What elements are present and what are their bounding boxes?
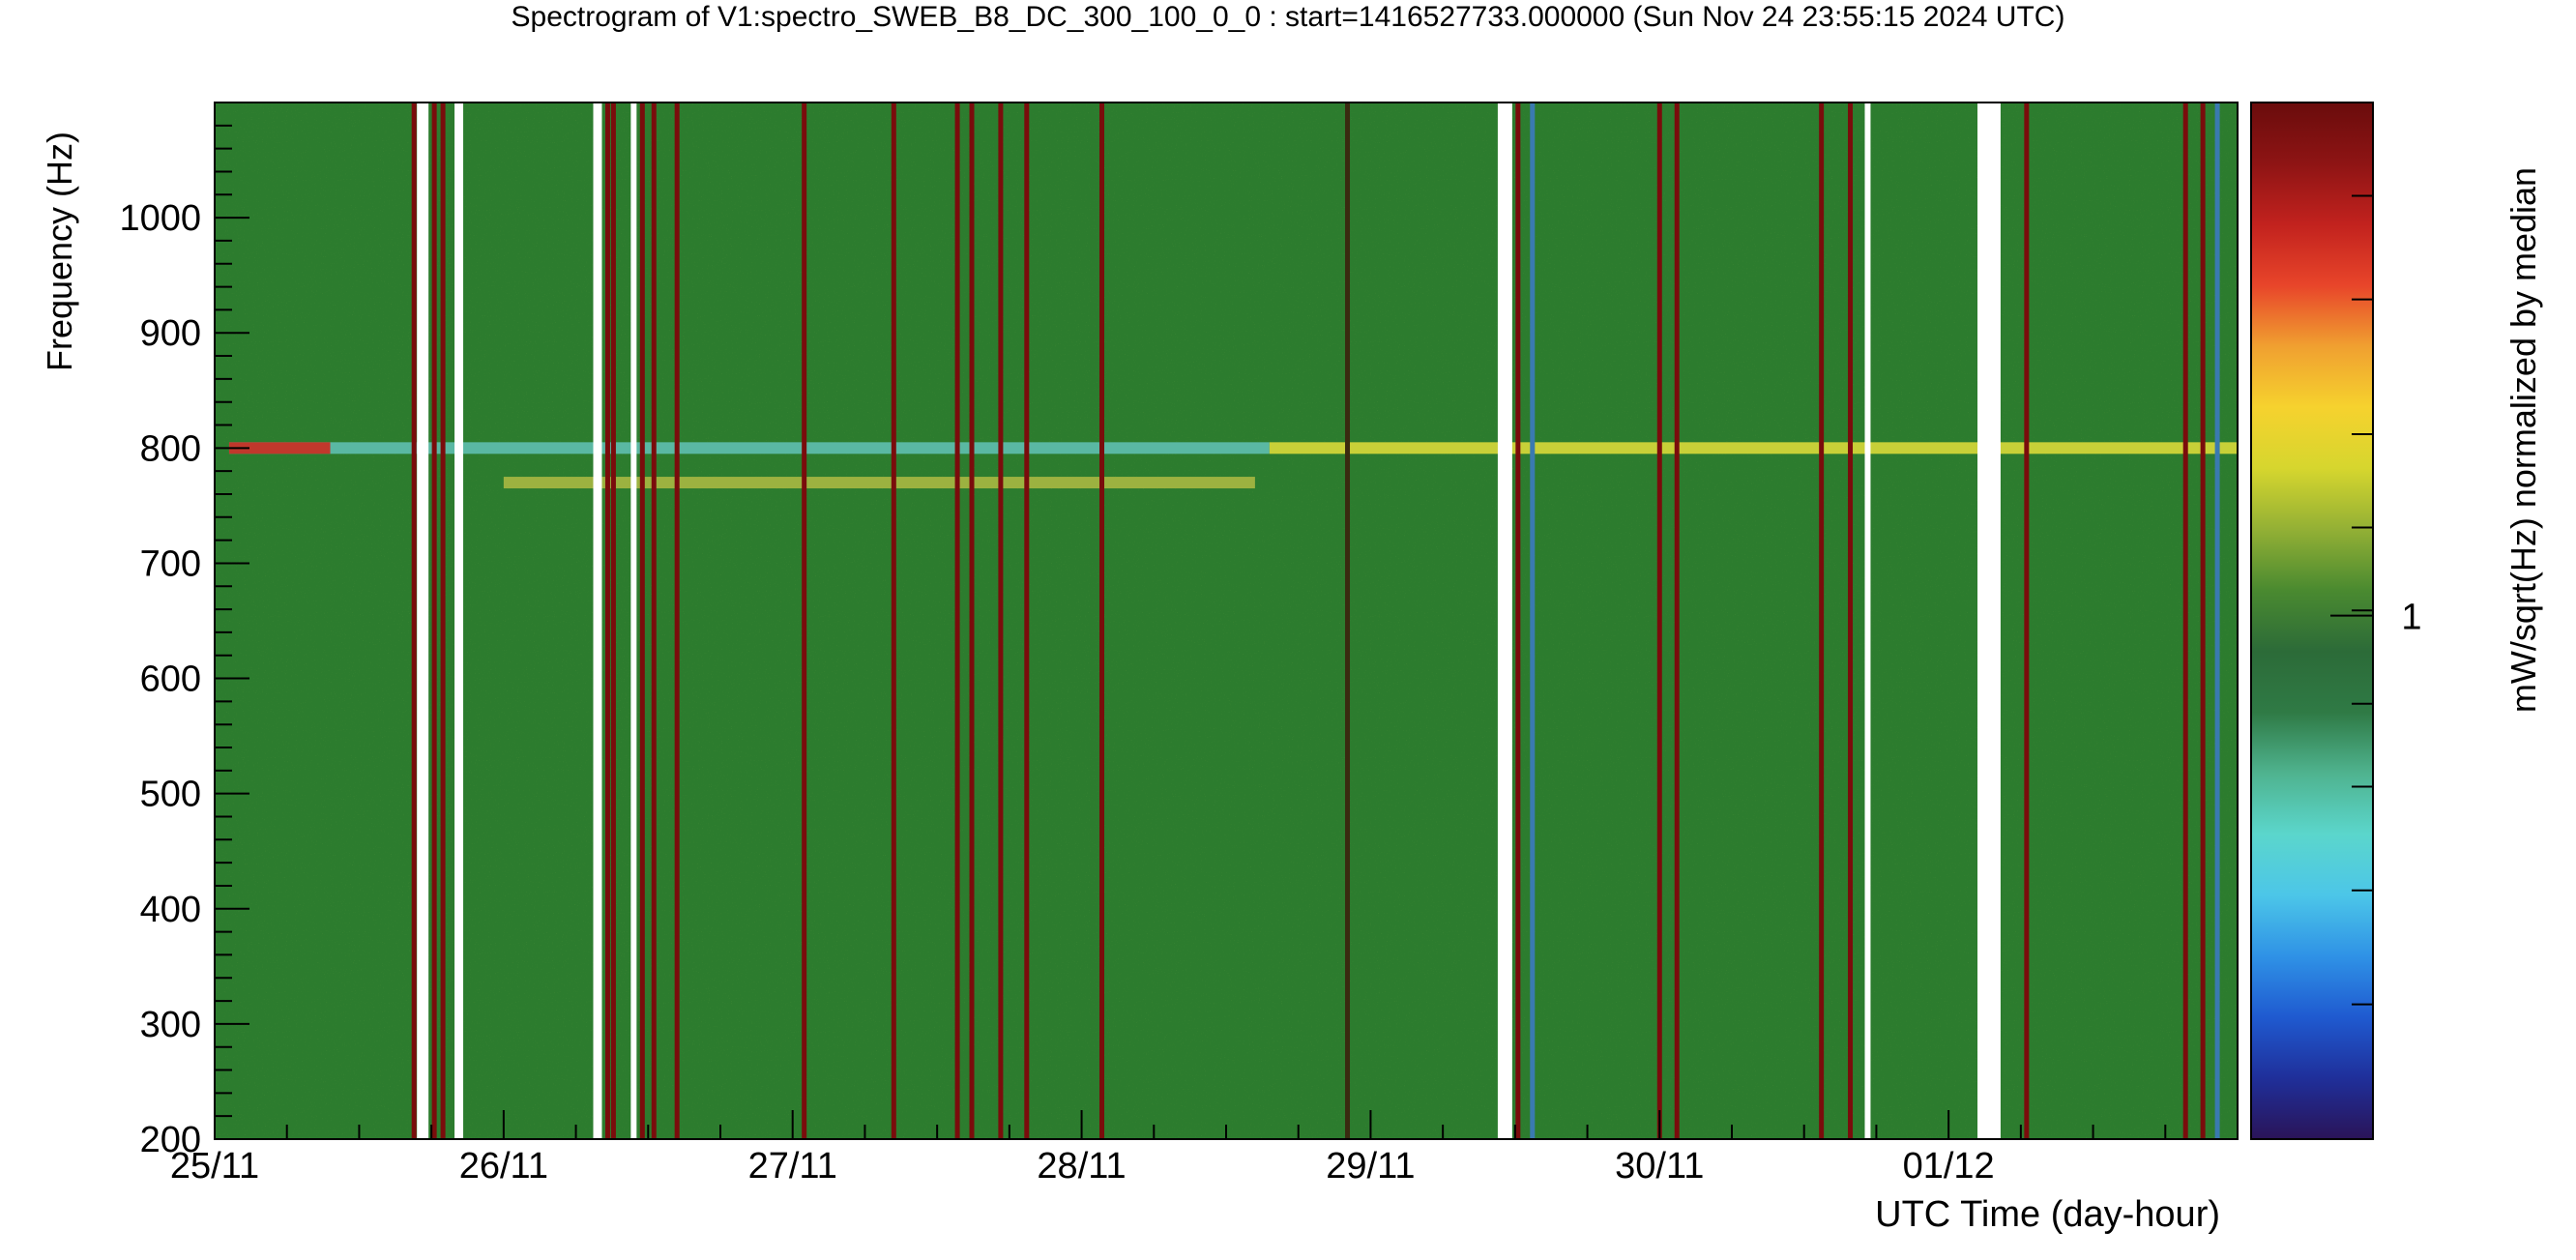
heatmap-line-time xyxy=(1098,103,1104,1139)
y-tick-label: 300 xyxy=(140,1005,201,1045)
colorbar-label: mW/sqrt(Hz) normalized by median xyxy=(2503,167,2543,713)
heatmap-gap xyxy=(1497,103,1512,1139)
colorbar: 1 xyxy=(2250,102,2422,1140)
heatmap-line-time xyxy=(431,103,437,1139)
heatmap-gap xyxy=(593,103,602,1139)
y-axis-label: Frequency (Hz) xyxy=(40,132,79,371)
x-tick-label: 28/11 xyxy=(1037,1146,1126,1187)
heatmap-line-time xyxy=(1515,103,1521,1139)
heatmap-gap xyxy=(454,103,464,1139)
y-tick-label: 1000 xyxy=(119,198,201,239)
heatmap-line-time xyxy=(1530,103,1536,1139)
x-tick-label: 30/11 xyxy=(1615,1146,1704,1187)
heatmap-gap xyxy=(630,103,637,1139)
colorbar-gradient xyxy=(2250,102,2374,1140)
heatmap-line-hz xyxy=(228,442,331,454)
y-tick-label: 500 xyxy=(140,775,201,815)
heatmap-line-time xyxy=(651,103,657,1139)
heatmap-line-time xyxy=(1674,103,1680,1139)
heatmap-line-time xyxy=(1819,103,1825,1139)
x-tick-label: 01/12 xyxy=(1903,1146,1995,1187)
heatmap-gap xyxy=(417,103,429,1139)
heatmap-line-time xyxy=(891,103,896,1139)
heatmap-line-time xyxy=(1848,103,1854,1139)
heatmap-line-time xyxy=(610,103,616,1139)
x-tick-label: 25/11 xyxy=(170,1146,259,1187)
chart-title: Spectrogram of V1:spectro_SWEB_B8_DC_300… xyxy=(512,1,2065,33)
heatmap-line-hz xyxy=(1269,442,2238,454)
heatmap-line-time xyxy=(639,103,645,1139)
heatmap-gap xyxy=(1864,103,1871,1139)
y-axis-ticks: 200 300 400 500 600 700 800 900 1000 xyxy=(119,102,249,1160)
heatmap-line-time xyxy=(1345,103,1351,1139)
y-tick-label: 700 xyxy=(140,543,201,584)
x-tick-label: 27/11 xyxy=(748,1146,837,1187)
heatmap-line-time xyxy=(998,103,1004,1139)
heatmap-line-time xyxy=(674,103,680,1139)
heatmap-line-time xyxy=(2200,103,2206,1139)
heatmap-line-time xyxy=(802,103,807,1139)
heatmap-line-time xyxy=(1656,103,1662,1139)
heatmap-line-time xyxy=(954,103,960,1139)
colorbar-tick-label: 1 xyxy=(2401,598,2421,638)
heatmap-line-time xyxy=(2024,103,2030,1139)
y-tick-label: 600 xyxy=(140,659,201,700)
heatmap-line-time xyxy=(969,103,975,1139)
y-tick-label: 800 xyxy=(140,428,201,469)
heatmap-line-time xyxy=(411,103,417,1139)
heatmap-line-time xyxy=(2214,103,2220,1139)
heatmap-line-time xyxy=(2182,103,2188,1139)
heatmap-line-hz xyxy=(228,442,1270,454)
plot-area xyxy=(214,102,2239,1140)
heatmap-line-time xyxy=(440,103,446,1139)
heatmap-noise xyxy=(215,103,2238,1139)
x-tick-label: 29/11 xyxy=(1326,1146,1415,1187)
heatmap-line-hz xyxy=(503,477,1255,489)
heatmap-gap xyxy=(1977,103,2001,1139)
y-tick-label: 200 xyxy=(140,1120,201,1160)
heatmap-line-time xyxy=(1024,103,1030,1139)
x-axis-ticks: 25/11 26/11 27/11 28/11 29/11 30/11 01/12 xyxy=(170,1110,2239,1187)
y-tick-label: 400 xyxy=(140,890,201,930)
y-tick-label: 900 xyxy=(140,313,201,354)
x-tick-label: 26/11 xyxy=(459,1146,548,1187)
x-axis-label: UTC Time (day-hour) xyxy=(1875,1194,2220,1235)
heatmap-line-time xyxy=(604,103,610,1139)
